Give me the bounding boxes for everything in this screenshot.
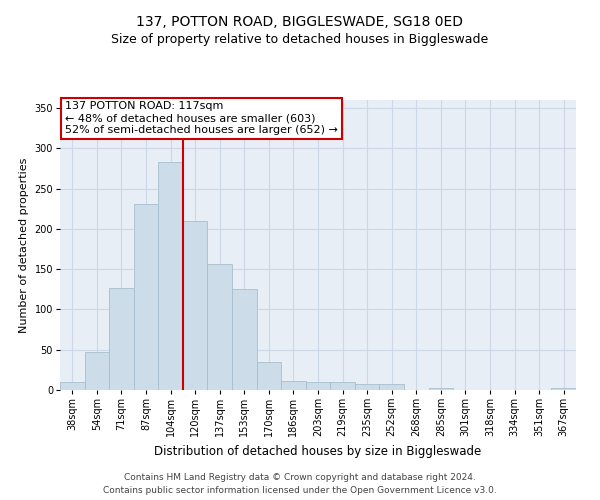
Bar [330,382,355,390]
Bar [281,381,306,390]
Text: Size of property relative to detached houses in Biggleswade: Size of property relative to detached ho… [112,32,488,46]
Bar [355,384,379,390]
Bar [109,288,134,390]
Bar [60,382,85,390]
Bar [208,264,232,390]
Bar [428,388,453,390]
Bar [85,352,109,390]
Bar [232,288,257,390]
Bar [183,221,208,390]
Bar [551,388,576,390]
Text: Contains HM Land Registry data © Crown copyright and database right 2024.
Contai: Contains HM Land Registry data © Crown c… [103,474,497,495]
Bar [379,384,404,390]
X-axis label: Distribution of detached houses by size in Biggleswade: Distribution of detached houses by size … [154,445,482,458]
Bar [306,382,330,390]
Text: 137, POTTON ROAD, BIGGLESWADE, SG18 0ED: 137, POTTON ROAD, BIGGLESWADE, SG18 0ED [137,15,464,29]
Y-axis label: Number of detached properties: Number of detached properties [19,158,29,332]
Bar [134,204,158,390]
Bar [257,362,281,390]
Text: 137 POTTON ROAD: 117sqm
← 48% of detached houses are smaller (603)
52% of semi-d: 137 POTTON ROAD: 117sqm ← 48% of detache… [65,102,338,134]
Bar [158,162,183,390]
